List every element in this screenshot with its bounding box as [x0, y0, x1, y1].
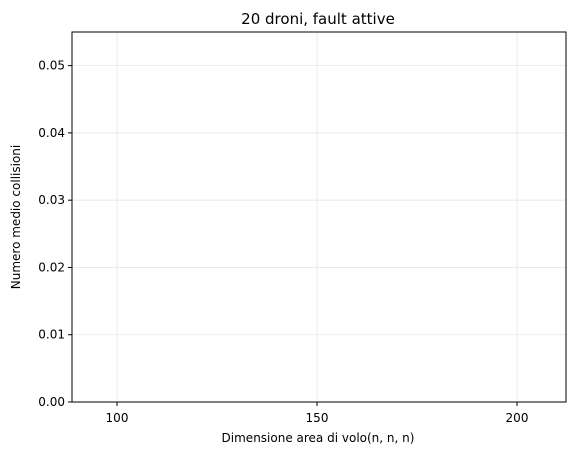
x-tick-label: 100	[106, 411, 129, 425]
x-axis-label: Dimensione area di volo(n, n, n)	[222, 431, 415, 445]
x-tick-label: 200	[506, 411, 529, 425]
y-tick-label: 0.05	[38, 59, 65, 73]
y-axis-label: Numero medio collisioni	[9, 145, 23, 289]
x-tick-label: 150	[306, 411, 329, 425]
chart-title: 20 droni, fault attive	[241, 10, 395, 28]
x-axis-ticks: 100 150 200	[106, 402, 529, 425]
y-axis-ticks: 0.00 0.01 0.02 0.03 0.04 0.05	[38, 59, 72, 409]
plot-frame	[71, 31, 567, 403]
y-tick-label: 0.01	[38, 328, 65, 342]
y-tick-label: 0.02	[38, 260, 65, 274]
plot-area	[72, 32, 566, 402]
y-tick-label: 0.04	[38, 126, 65, 140]
y-tick-label: 0.03	[38, 193, 65, 207]
y-tick-label: 0.00	[38, 395, 65, 409]
